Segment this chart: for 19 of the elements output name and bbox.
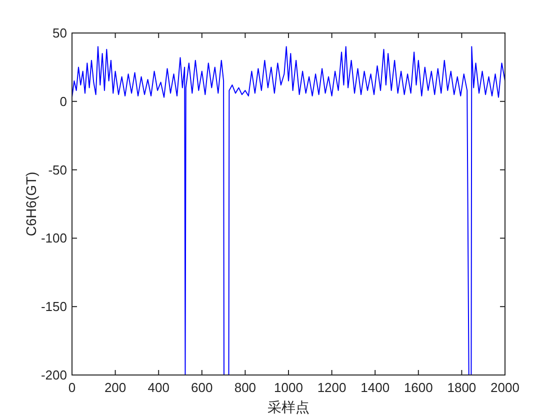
x-tick-label: 600 bbox=[191, 380, 213, 395]
y-axis-title: C6H6(GT) bbox=[23, 172, 39, 236]
y-tick-label: -50 bbox=[48, 162, 67, 178]
x-tick-label: 1600 bbox=[404, 380, 433, 395]
x-tick-label: 800 bbox=[234, 380, 256, 395]
x-tick-label: 1200 bbox=[317, 380, 346, 395]
x-tick-label: 1400 bbox=[360, 380, 390, 395]
x-tick-label: 1000 bbox=[274, 380, 303, 395]
y-tick-label: 50 bbox=[52, 26, 67, 40]
y-tick-label: 0 bbox=[60, 94, 67, 109]
line-series bbox=[72, 46, 506, 376]
y-tick-label: -150 bbox=[40, 299, 67, 314]
x-tick-label: 2000 bbox=[490, 380, 520, 395]
y-tick-label: -100 bbox=[40, 230, 67, 246]
x-axis-title: 采样点 bbox=[268, 399, 310, 415]
y-tick-label: -200 bbox=[40, 368, 67, 382]
x-tick-label: 1800 bbox=[447, 380, 476, 395]
x-tick-label: 400 bbox=[148, 380, 170, 395]
x-tick-label: 200 bbox=[104, 380, 126, 395]
